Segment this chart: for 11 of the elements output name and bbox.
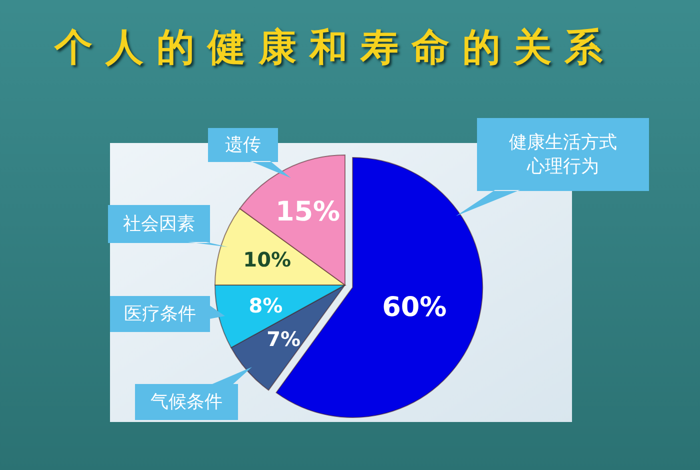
slice-label: 遗传	[225, 134, 261, 156]
data-label: 8%	[248, 293, 283, 318]
data-label: 10%	[243, 248, 292, 272]
data-label: 7%	[266, 327, 301, 352]
slice-label: 医疗条件	[124, 304, 196, 324]
slice-label: 社会因素	[123, 214, 195, 234]
chart-title: 个人的健康和寿命的关系	[53, 24, 616, 71]
slice-label: 气候条件	[150, 392, 222, 412]
data-label: 15%	[276, 196, 340, 228]
data-label: 60%	[382, 292, 447, 324]
slice-label: 健康生活方式心理行为	[509, 132, 617, 177]
